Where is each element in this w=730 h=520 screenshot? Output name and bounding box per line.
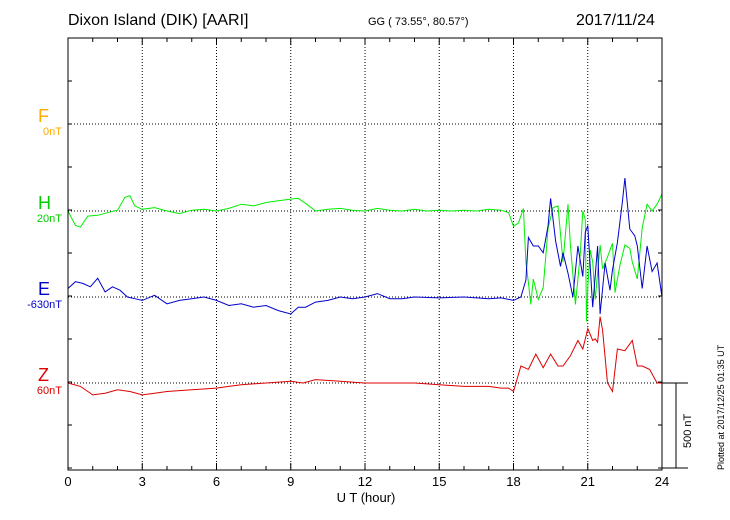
- series-e-line: [67, 177, 663, 315]
- component-letter-f: F: [38, 106, 49, 126]
- component-baseline-e: -630nT: [27, 299, 62, 311]
- station-coords: GG ( 73.55°, 80.57°): [368, 16, 469, 28]
- x-tick-label: 0: [64, 474, 72, 489]
- x-tick-label: 6: [212, 474, 221, 489]
- x-tick-label: 9: [287, 474, 295, 489]
- x-tick-label: 18: [506, 474, 521, 489]
- plot-date: 2017/11/24: [576, 12, 655, 29]
- series-h-line: [67, 193, 663, 322]
- chart-grid: [68, 38, 662, 470]
- plotted-timestamp: Plotted at 2017/12/25 01:35 UT: [716, 344, 726, 470]
- x-tick-label: 21: [580, 474, 595, 489]
- chart-frame: [67, 37, 688, 471]
- component-baseline-f: 0nT: [43, 126, 62, 138]
- series-z-line: [67, 316, 662, 396]
- x-tick-label: 24: [654, 474, 670, 489]
- x-tick-label: 15: [432, 474, 447, 489]
- station-title: Dixon Island (DIK) [AARI]: [68, 12, 249, 29]
- x-tick-label: 3: [138, 474, 146, 489]
- component-letter-z: Z: [38, 365, 49, 385]
- component-baseline-z: 60nT: [36, 385, 62, 397]
- component-letter-e: E: [38, 279, 51, 299]
- component-letter-h: H: [38, 193, 51, 213]
- chart-series: [67, 177, 663, 396]
- scale-bar-label: 500 nT: [682, 413, 694, 448]
- x-tick-label: 12: [357, 474, 373, 489]
- x-axis-label: U T (hour): [336, 490, 396, 505]
- component-baseline-h: 20nT: [36, 213, 62, 225]
